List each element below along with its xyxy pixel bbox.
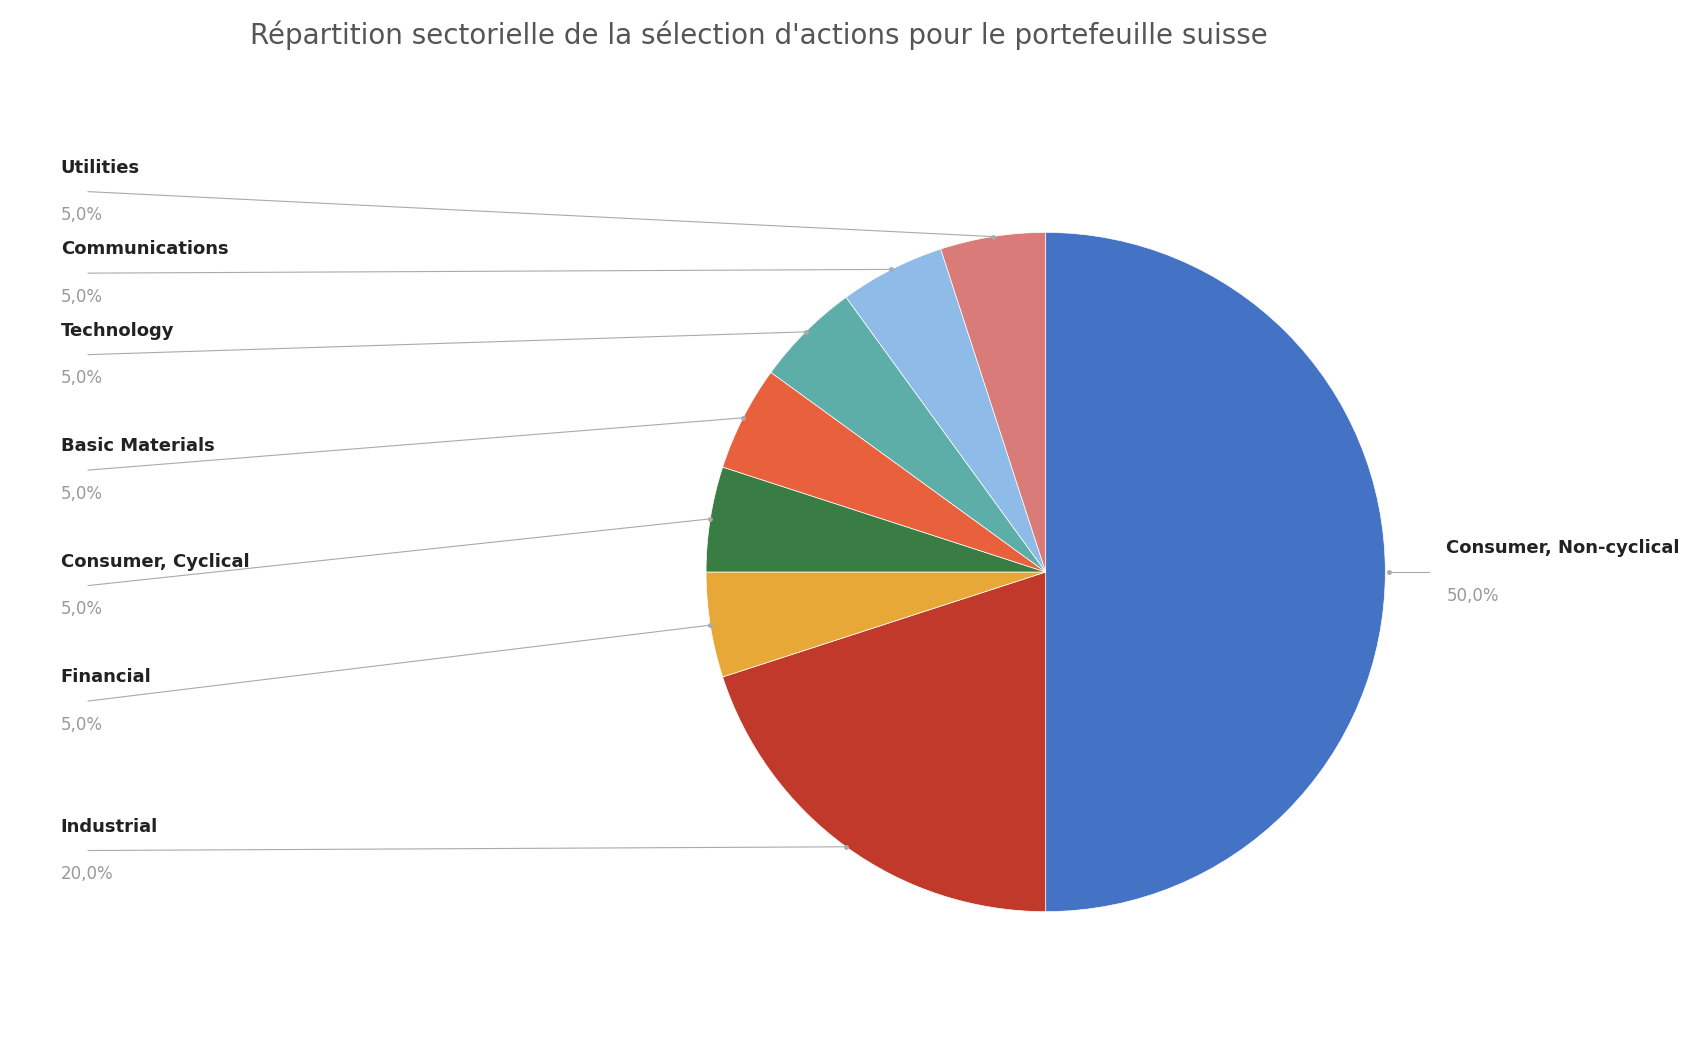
- Text: 5,0%: 5,0%: [61, 369, 102, 387]
- Text: Utilities: Utilities: [61, 159, 140, 177]
- Wedge shape: [771, 298, 1045, 572]
- Text: Technology: Technology: [61, 322, 174, 340]
- Wedge shape: [723, 572, 1045, 912]
- Title: Répartition sectorielle de la sélection d'actions pour le portefeuille suisse: Répartition sectorielle de la sélection …: [249, 21, 1267, 50]
- Wedge shape: [706, 572, 1045, 677]
- Wedge shape: [706, 467, 1045, 572]
- Text: 5,0%: 5,0%: [61, 601, 102, 619]
- Text: 5,0%: 5,0%: [61, 206, 102, 224]
- Wedge shape: [723, 372, 1045, 572]
- Wedge shape: [846, 249, 1045, 572]
- Text: 5,0%: 5,0%: [61, 715, 102, 734]
- Text: 5,0%: 5,0%: [61, 288, 102, 306]
- Text: Consumer, Cyclical: Consumer, Cyclical: [61, 553, 249, 571]
- Text: 5,0%: 5,0%: [61, 485, 102, 503]
- Text: Communications: Communications: [61, 240, 228, 259]
- Text: 50,0%: 50,0%: [1446, 587, 1499, 605]
- Text: Consumer, Non-cyclical: Consumer, Non-cyclical: [1446, 540, 1679, 558]
- Wedge shape: [1045, 232, 1384, 912]
- Wedge shape: [939, 232, 1045, 572]
- Text: Basic Materials: Basic Materials: [61, 438, 215, 456]
- Text: Industrial: Industrial: [61, 817, 159, 835]
- Text: Financial: Financial: [61, 668, 152, 686]
- Text: 20,0%: 20,0%: [61, 866, 113, 884]
